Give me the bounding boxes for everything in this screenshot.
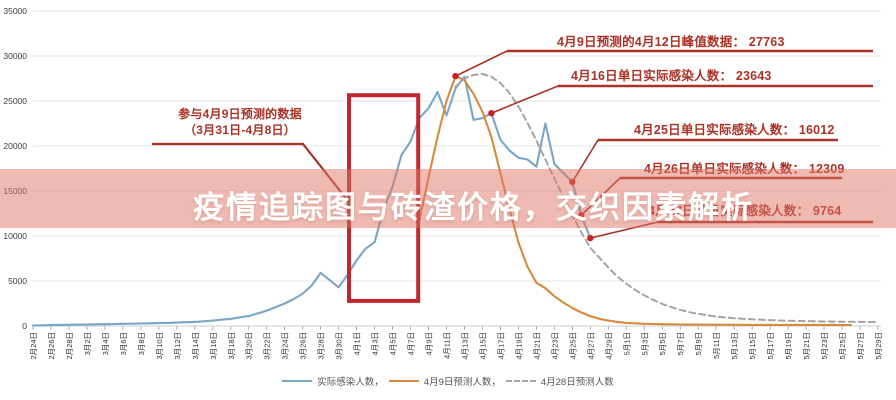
x-axis-label: 3月30日 bbox=[335, 332, 344, 360]
legend-item-apr9-forecast[interactable]: 4月9日预测人数， bbox=[388, 374, 501, 388]
x-axis-label: 3月28日 bbox=[317, 332, 326, 360]
x-axis-label: 5月27日 bbox=[856, 332, 865, 360]
x-axis-label: 5月7日 bbox=[676, 332, 685, 355]
watermark-title: 疫情追踪图与砖渣价格，交织因素解析 bbox=[193, 190, 754, 225]
x-axis-label: 5月21日 bbox=[802, 332, 811, 360]
x-axis-label: 3月8日 bbox=[137, 332, 146, 355]
x-axis-label: 5月19日 bbox=[784, 332, 793, 360]
x-axis-label: 2月24日 bbox=[29, 332, 38, 360]
x-axis-label: 3月26日 bbox=[299, 332, 308, 360]
x-axis-label: 5月5日 bbox=[658, 332, 667, 355]
x-axis-label: 4月3日 bbox=[371, 332, 380, 355]
x-axis-label: 5月11日 bbox=[712, 332, 721, 359]
annotation-prediction-window-line1: 参与4月9日预测的数据 bbox=[178, 107, 302, 121]
y-axis-label: 0 bbox=[22, 321, 27, 331]
x-axis-label: 4月29日 bbox=[604, 332, 613, 360]
x-axis-label: 2月28日 bbox=[65, 332, 74, 360]
x-axis-label: 4月15日 bbox=[479, 332, 488, 360]
x-axis-label: 4月25日 bbox=[568, 332, 577, 360]
x-axis-label: 4月1日 bbox=[353, 332, 362, 355]
x-axis-label: 4月17日 bbox=[496, 332, 505, 360]
legend-swatch-actual-line bbox=[282, 380, 313, 382]
y-axis-label: 10000 bbox=[3, 231, 27, 241]
x-axis-label: 5月3日 bbox=[640, 332, 649, 355]
x-axis-label: 4月7日 bbox=[407, 332, 416, 355]
callout-connector-actual-0416 bbox=[491, 85, 559, 114]
x-axis-label: 3月22日 bbox=[263, 332, 272, 360]
x-axis-label: 4月11日 bbox=[443, 332, 452, 359]
x-axis-label: 3月24日 bbox=[281, 332, 290, 360]
annotation-prediction-window-line2: （3月31日-4月8日） bbox=[184, 123, 296, 137]
x-axis-label: 3月2日 bbox=[83, 332, 92, 355]
x-axis-label: 3月14日 bbox=[191, 332, 200, 360]
annotation-actual-0425: 4月25日单日实际感染人数： 16012 bbox=[634, 123, 835, 137]
legend-swatch-apr9-line bbox=[388, 380, 419, 382]
x-axis-label: 4月21日 bbox=[532, 332, 541, 360]
annotation-actual-0416: 4月16日单日实际感染人数： 23643 bbox=[571, 69, 772, 83]
chart-legend: 实际感染人数， 4月9日预测人数， 4月28日预测人数 bbox=[0, 374, 896, 388]
x-axis-label: 3月12日 bbox=[173, 332, 182, 360]
y-axis-label: 35000 bbox=[3, 6, 27, 16]
y-axis-label: 5000 bbox=[8, 276, 27, 286]
legend-item-apr28-forecast[interactable]: 4月28日预测人数 bbox=[505, 374, 614, 388]
x-axis-label: 3月4日 bbox=[101, 332, 110, 355]
watermark-band bbox=[0, 169, 896, 228]
x-axis-label: 4月13日 bbox=[461, 332, 470, 360]
x-axis-label: 4月27日 bbox=[586, 332, 595, 360]
series-line-4月9日预测人数 bbox=[418, 75, 853, 327]
legend-label-apr9: 4月9日预测人数， bbox=[423, 377, 501, 388]
x-axis-label: 3月20日 bbox=[245, 332, 254, 360]
series-line-4月28日预测人数 bbox=[454, 73, 879, 323]
annotation-peak-0412: 4月9日预测的4月12日峰值数据： 27763 bbox=[557, 35, 785, 49]
x-axis-label: 2月26日 bbox=[47, 332, 56, 360]
x-axis-label: 5月23日 bbox=[820, 332, 829, 360]
callout-connector-peak-0412 bbox=[455, 50, 508, 77]
x-axis-label: 4月19日 bbox=[514, 332, 523, 360]
x-axis-label: 3月18日 bbox=[227, 332, 236, 360]
x-axis-label: 5月17日 bbox=[766, 332, 775, 360]
x-axis-label: 3月10日 bbox=[155, 332, 164, 360]
legend-swatch-apr28-line bbox=[505, 380, 536, 382]
annotation-prediction-window: 参与4月9日预测的数据 （3月31日-4月8日） bbox=[148, 106, 332, 138]
marker-dot-actual-0416 bbox=[488, 110, 495, 117]
x-axis-label: 3月6日 bbox=[119, 332, 128, 355]
x-axis-label: 5月15日 bbox=[748, 332, 757, 360]
x-axis-label: 4月9日 bbox=[425, 332, 434, 355]
marker-dot-actual-0427 bbox=[587, 234, 594, 242]
x-axis-label: 5月1日 bbox=[622, 332, 631, 355]
x-axis-label: 4月5日 bbox=[389, 332, 398, 355]
x-axis-label: 3月16日 bbox=[209, 332, 218, 360]
x-axis-label: 5月13日 bbox=[730, 332, 739, 360]
x-axis-label: 5月25日 bbox=[838, 332, 847, 360]
y-axis-label: 25000 bbox=[3, 96, 27, 106]
marker-dot-peak-0412 bbox=[452, 72, 459, 80]
x-axis-label: 5月29日 bbox=[874, 332, 883, 360]
legend-label-actual: 实际感染人数， bbox=[317, 377, 384, 388]
series-line-实际感染人数 bbox=[31, 75, 592, 327]
y-axis-label: 20000 bbox=[3, 141, 27, 151]
x-axis-label: 5月9日 bbox=[694, 332, 703, 355]
x-axis-label: 4月23日 bbox=[550, 332, 559, 360]
legend-item-actual[interactable]: 实际感染人数， bbox=[282, 374, 384, 388]
y-axis-label: 30000 bbox=[3, 51, 27, 61]
legend-label-apr28: 4月28日预测人数 bbox=[540, 377, 614, 388]
